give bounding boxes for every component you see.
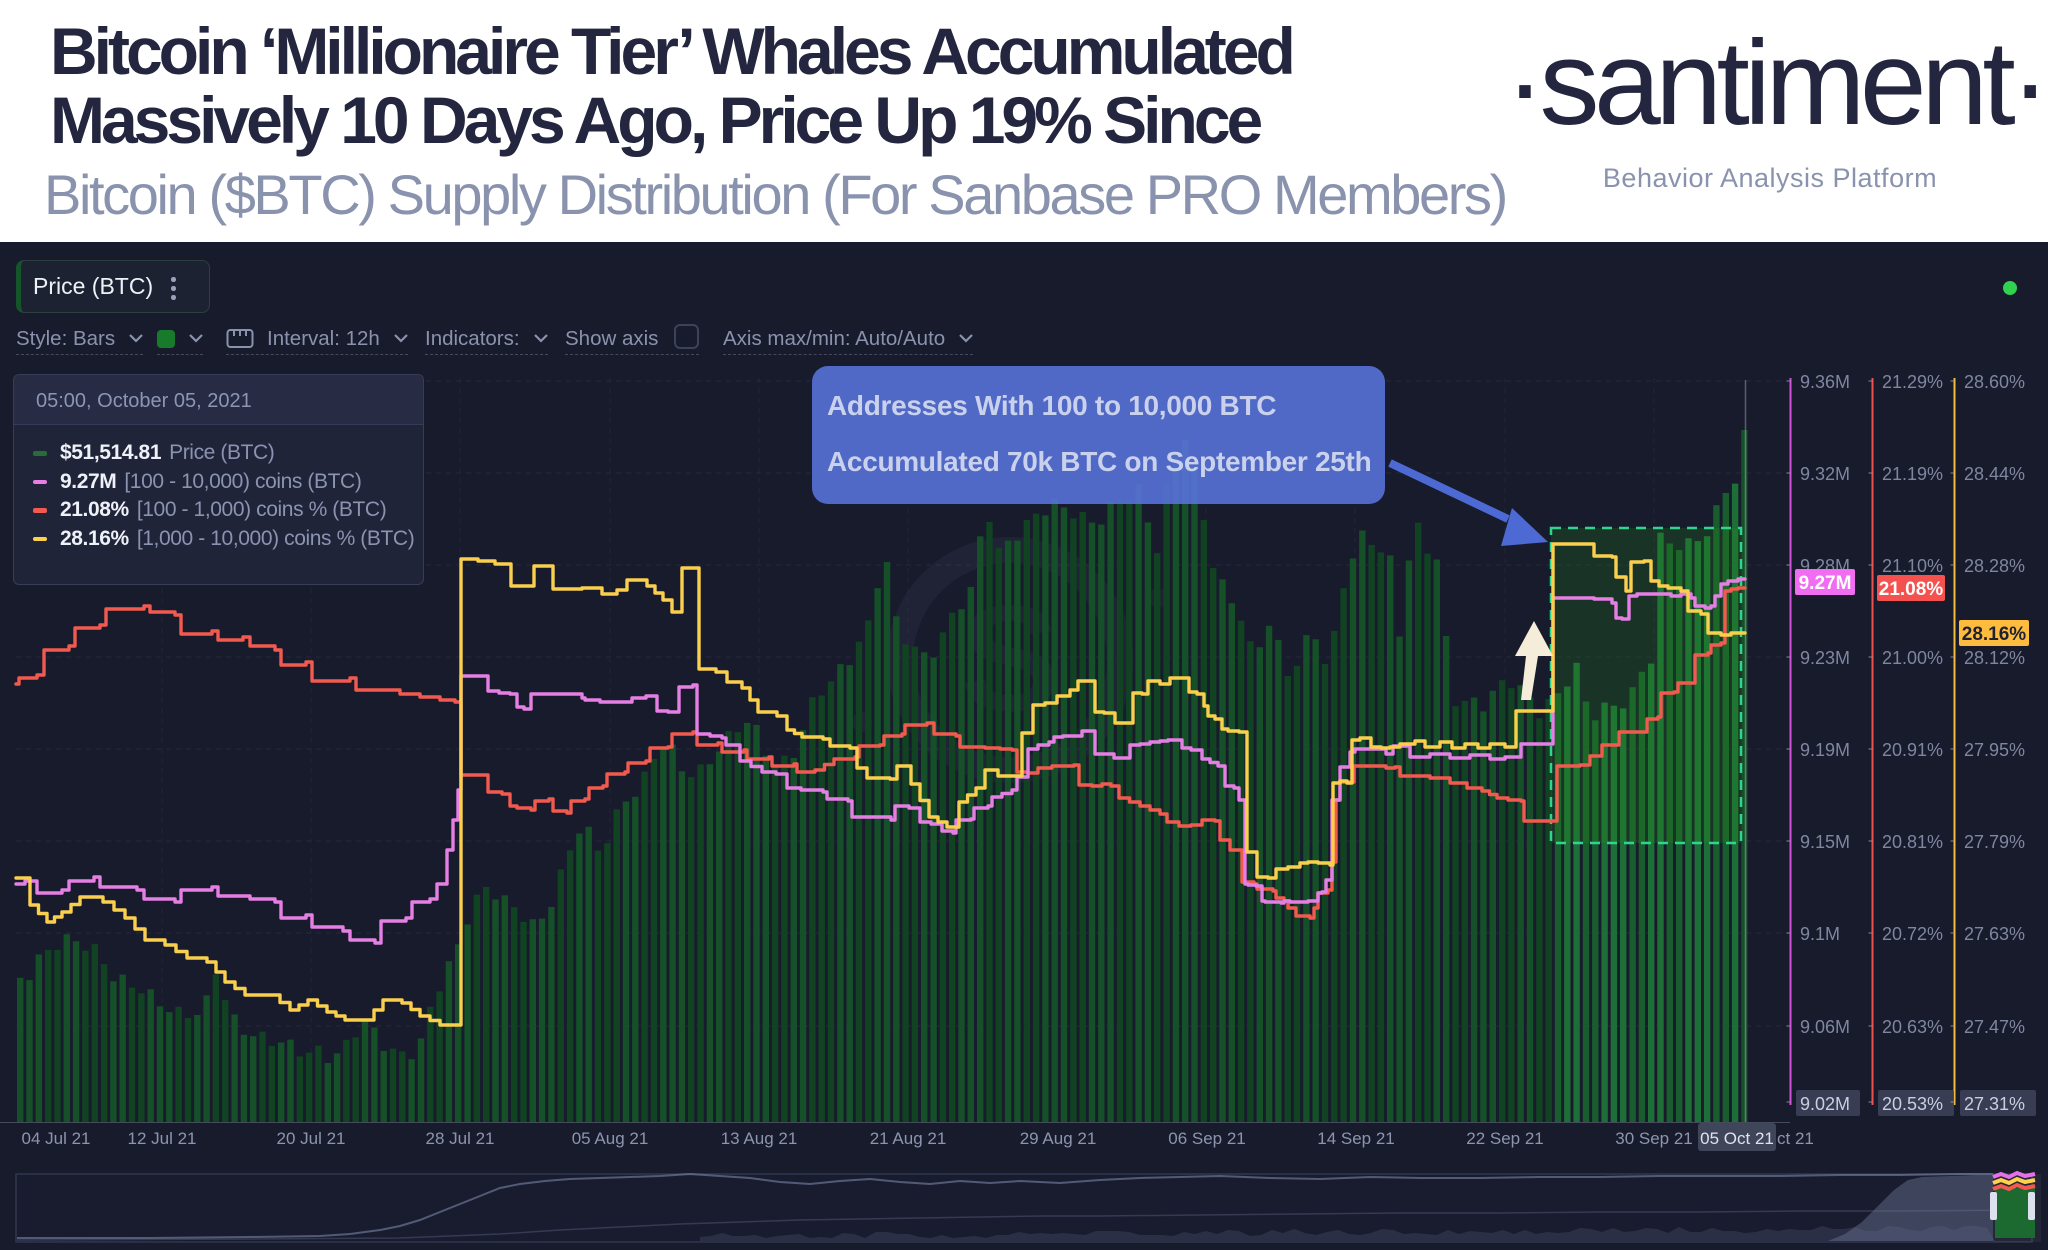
svg-text:28.60%: 28.60% — [1964, 372, 2025, 392]
svg-text:27.31%: 27.31% — [1964, 1094, 2025, 1114]
svg-text:21.10%: 21.10% — [1882, 556, 1943, 576]
svg-text:21.08%: 21.08% — [1879, 579, 1944, 600]
svg-text:27.79%: 27.79% — [1964, 832, 2025, 852]
svg-text:9.06M: 9.06M — [1800, 1017, 1850, 1037]
svg-text:20 Jul 21: 20 Jul 21 — [277, 1129, 346, 1148]
svg-text:27.47%: 27.47% — [1964, 1017, 2025, 1037]
svg-text:9.19M: 9.19M — [1800, 740, 1850, 760]
svg-text:28.16%: 28.16% — [1962, 624, 2027, 645]
svg-text:27.95%: 27.95% — [1964, 740, 2025, 760]
svg-text:9.15M: 9.15M — [1800, 832, 1850, 852]
svg-text:20.72%: 20.72% — [1882, 924, 1943, 944]
svg-text:21.00%: 21.00% — [1882, 648, 1943, 668]
svg-text:9.23M: 9.23M — [1800, 648, 1850, 668]
svg-text:05 Aug 21: 05 Aug 21 — [572, 1129, 649, 1148]
svg-text:ct 21: ct 21 — [1777, 1129, 1814, 1148]
svg-text:29 Aug 21: 29 Aug 21 — [1020, 1129, 1097, 1148]
svg-text:28.28%: 28.28% — [1964, 556, 2025, 576]
svg-text:22 Sep 21: 22 Sep 21 — [1466, 1129, 1544, 1148]
svg-text:9.27M: 9.27M — [1799, 573, 1852, 594]
svg-text:28.44%: 28.44% — [1964, 464, 2025, 484]
svg-text:27.63%: 27.63% — [1964, 924, 2025, 944]
svg-text:20.81%: 20.81% — [1882, 832, 1943, 852]
svg-text:28.12%: 28.12% — [1964, 648, 2025, 668]
svg-text:30 Sep 21: 30 Sep 21 — [1615, 1129, 1693, 1148]
svg-text:05 Oct 21: 05 Oct 21 — [1700, 1129, 1774, 1148]
svg-text:20.91%: 20.91% — [1882, 740, 1943, 760]
svg-text:9.1M: 9.1M — [1800, 924, 1840, 944]
svg-text:20.63%: 20.63% — [1882, 1017, 1943, 1037]
svg-text:20.53%: 20.53% — [1882, 1094, 1943, 1114]
svg-text:21.19%: 21.19% — [1882, 464, 1943, 484]
svg-text:9.02M: 9.02M — [1800, 1094, 1850, 1114]
svg-text:9.36M: 9.36M — [1800, 372, 1850, 392]
svg-text:13 Aug 21: 13 Aug 21 — [721, 1129, 798, 1148]
svg-text:04 Jul 21: 04 Jul 21 — [22, 1129, 91, 1148]
svg-text:21.29%: 21.29% — [1882, 372, 1943, 392]
svg-text:28 Jul 21: 28 Jul 21 — [426, 1129, 495, 1148]
svg-text:06 Sep 21: 06 Sep 21 — [1168, 1129, 1246, 1148]
svg-text:12 Jul 21: 12 Jul 21 — [128, 1129, 197, 1148]
svg-text:21 Aug 21: 21 Aug 21 — [870, 1129, 947, 1148]
svg-text:9.32M: 9.32M — [1800, 464, 1850, 484]
svg-text:14 Sep 21: 14 Sep 21 — [1317, 1129, 1395, 1148]
